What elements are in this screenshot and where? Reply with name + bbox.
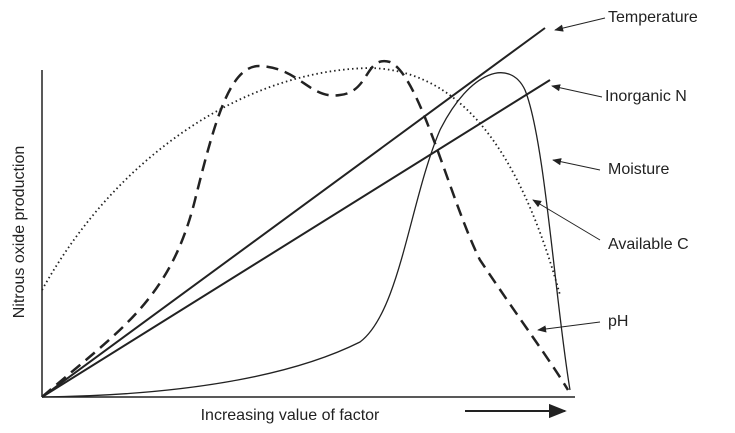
pointer: [532, 199, 601, 241]
pointer: [552, 158, 601, 171]
curve-label: Moisture: [608, 161, 669, 178]
ph-curve: [41, 59, 570, 398]
curve-label: Inorganic N: [605, 88, 687, 105]
available-c-curve: [41, 67, 561, 296]
pointer: [537, 321, 601, 333]
pointer: [551, 84, 603, 98]
curve-label: Temperature: [608, 9, 698, 26]
inorganic-n-curve: [41, 79, 551, 398]
x-axis-label: Increasing value of factor: [201, 407, 380, 424]
curve-label: Available C: [608, 236, 689, 253]
temperature-curve: [41, 27, 546, 398]
y-axis-label: Nitrous oxide production: [11, 146, 28, 319]
curve-label: pH: [608, 313, 628, 330]
pointer: [554, 17, 606, 32]
